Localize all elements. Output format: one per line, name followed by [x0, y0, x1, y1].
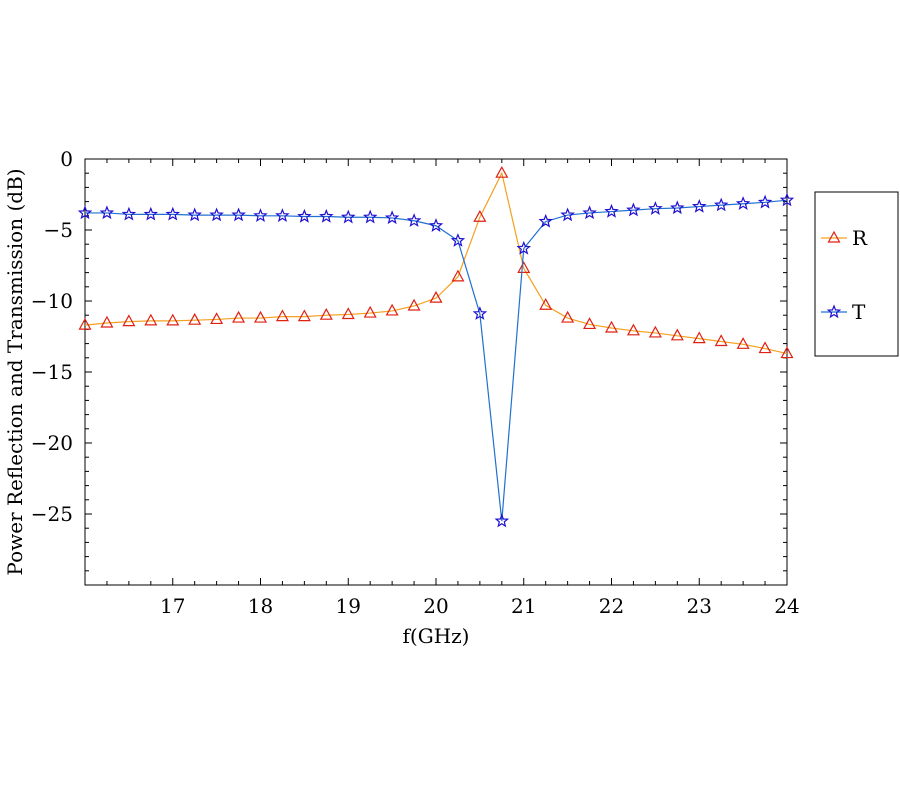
y-tick-label: −5 [44, 218, 73, 242]
data-point-R [144, 313, 158, 326]
data-point-T [143, 206, 159, 221]
data-point-R [495, 165, 509, 178]
data-point-T [187, 207, 202, 222]
x-axis-label: f(GHz) [403, 624, 470, 648]
data-point-R [100, 315, 114, 328]
x-tick-label: 21 [511, 594, 536, 618]
series-line-T [85, 199, 788, 522]
data-point-T [670, 200, 685, 215]
plot-frame [84, 158, 788, 586]
x-tick-label: 22 [599, 594, 624, 618]
series-R [78, 165, 794, 359]
data-point-T [691, 198, 707, 213]
data-point-R [670, 328, 684, 341]
data-point-R [604, 320, 619, 333]
series-T [77, 192, 795, 528]
data-point-R [736, 337, 750, 349]
data-point-R [539, 298, 553, 310]
data-point-R [473, 209, 487, 222]
data-point-T [231, 207, 246, 222]
data-point-T [209, 207, 224, 222]
data-point-R [780, 346, 794, 359]
data-point-R [253, 310, 268, 323]
y-tick-label: −15 [31, 360, 73, 384]
data-point-T [297, 208, 312, 223]
data-point-R [210, 312, 224, 325]
data-point-R [122, 314, 136, 327]
legend: RT [814, 191, 899, 357]
data-point-T [362, 209, 378, 224]
data-point-T [582, 205, 597, 220]
data-point-R [429, 290, 443, 303]
series-layer [77, 165, 795, 528]
data-point-T [319, 208, 334, 223]
x-tick-label: 18 [248, 594, 273, 618]
data-point-T [735, 196, 751, 210]
data-point-T [428, 218, 444, 232]
data-point-R [297, 309, 311, 322]
data-point-R [341, 307, 355, 320]
data-point-R [319, 307, 333, 320]
x-tick-label: 23 [687, 594, 712, 618]
data-point-R [451, 269, 465, 282]
data-point-R [517, 261, 531, 273]
data-point-T [121, 206, 137, 221]
legend-box [814, 191, 899, 357]
x-tick-label: 20 [423, 594, 448, 618]
y-tick-label: −20 [31, 431, 73, 455]
data-point-T [450, 233, 466, 247]
data-point-R [648, 325, 662, 338]
legend-label-R: R [852, 226, 868, 250]
data-point-T [340, 209, 356, 224]
x-tick-label: 19 [336, 594, 361, 618]
x-tick-label: 24 [774, 594, 799, 618]
data-point-R [758, 341, 772, 354]
data-point-T [538, 213, 553, 228]
data-point-R [626, 323, 640, 336]
data-point-T [472, 306, 488, 320]
data-point-R [166, 313, 180, 326]
data-point-T [384, 210, 400, 225]
data-point-R [363, 305, 377, 318]
data-point-R [188, 312, 202, 325]
data-point-R [385, 303, 399, 316]
data-point-T [406, 213, 422, 227]
data-point-T [713, 197, 729, 212]
data-point-T [516, 240, 532, 255]
data-point-T [648, 201, 663, 215]
legend-label-T: T [852, 300, 866, 324]
series-line-R [84, 171, 788, 355]
data-point-T [779, 192, 795, 207]
data-point-T [253, 208, 268, 223]
data-point-T [757, 194, 773, 209]
data-point-T [560, 207, 575, 222]
legend-marker-R [827, 230, 841, 243]
data-point-R [561, 310, 575, 323]
y-tick-label: −25 [31, 502, 73, 526]
data-point-R [78, 317, 92, 330]
data-point-T [626, 202, 641, 217]
axis-ticks: 17 18 19 20 21 22 23 24 0 −5 −10 −15 −20 −25 [31, 147, 800, 618]
y-axis-label: Power Reflection and Transmission (dB) [3, 168, 27, 575]
data-point-R [714, 334, 728, 347]
data-point-T [99, 205, 115, 220]
y-tick-label: 0 [60, 147, 73, 171]
data-point-R [407, 298, 421, 311]
x-tick-label: 17 [160, 594, 185, 618]
legend-marker-T [826, 304, 842, 319]
data-point-T [604, 203, 619, 218]
data-point-T [275, 208, 290, 223]
data-point-R [232, 310, 246, 323]
data-point-R [583, 317, 597, 330]
data-point-R [275, 309, 289, 322]
y-tick-label: −10 [31, 289, 73, 313]
data-point-T [165, 206, 181, 221]
data-point-T [77, 205, 93, 220]
data-point-T [494, 513, 510, 528]
data-point-R [692, 331, 706, 344]
